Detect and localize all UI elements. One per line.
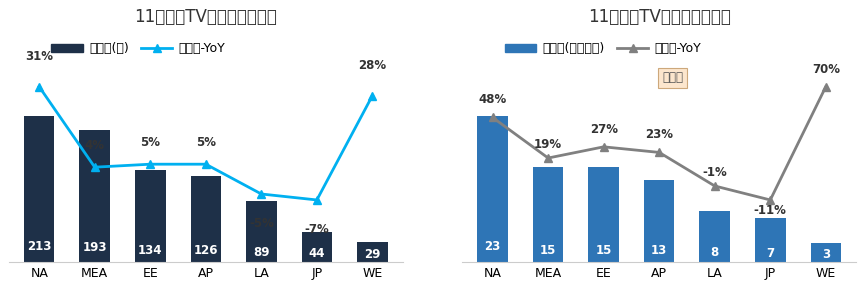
Text: 29: 29 [364, 248, 381, 261]
Title: 11月大陆TV区域出口额表现: 11月大陆TV区域出口额表现 [588, 8, 731, 26]
Legend: 出口额(亿人民币), 出口额-YoY: 出口额(亿人民币), 出口额-YoY [500, 38, 707, 60]
Text: -11%: -11% [753, 204, 786, 217]
Text: 23%: 23% [645, 128, 673, 141]
Bar [533, 167, 563, 262]
Text: 7: 7 [766, 246, 774, 260]
Bar [80, 130, 110, 262]
Legend: 出口量(万), 出口量-YoY: 出口量(万), 出口量-YoY [47, 38, 230, 60]
Text: 44: 44 [309, 247, 325, 260]
Text: 15: 15 [595, 243, 612, 257]
Text: 23: 23 [484, 240, 501, 254]
Bar [644, 180, 675, 262]
Bar [135, 170, 165, 262]
Text: 15: 15 [540, 243, 556, 257]
Bar [24, 116, 54, 262]
Text: 8: 8 [711, 246, 719, 259]
Text: 5%: 5% [140, 136, 160, 149]
Text: 3: 3 [822, 248, 830, 261]
Text: 5%: 5% [195, 136, 215, 149]
Text: 213: 213 [27, 240, 51, 254]
Text: 70%: 70% [812, 63, 840, 75]
Bar [302, 232, 332, 262]
Text: -5%: -5% [249, 217, 273, 230]
Bar [357, 242, 388, 262]
Text: 134: 134 [138, 244, 163, 257]
Text: 48%: 48% [478, 93, 507, 106]
Bar [755, 218, 785, 262]
Text: -7%: -7% [304, 223, 330, 236]
Text: 31%: 31% [25, 50, 53, 63]
Bar [246, 201, 277, 262]
Text: 13: 13 [651, 244, 667, 257]
Title: 11月大陆TV区域出口量表现: 11月大陆TV区域出口量表现 [134, 8, 277, 26]
Text: 19%: 19% [534, 138, 562, 151]
Text: 28%: 28% [358, 59, 387, 72]
Text: 89: 89 [253, 246, 270, 259]
Bar [588, 167, 619, 262]
Bar [190, 176, 221, 262]
Bar [811, 243, 841, 262]
Text: 193: 193 [82, 241, 107, 254]
Text: 图表区: 图表区 [662, 71, 683, 84]
Text: 4%: 4% [85, 139, 105, 152]
Bar [700, 211, 730, 262]
Text: -1%: -1% [702, 166, 727, 179]
Text: 27%: 27% [590, 123, 618, 136]
Text: 126: 126 [194, 244, 218, 257]
Bar [477, 116, 508, 262]
